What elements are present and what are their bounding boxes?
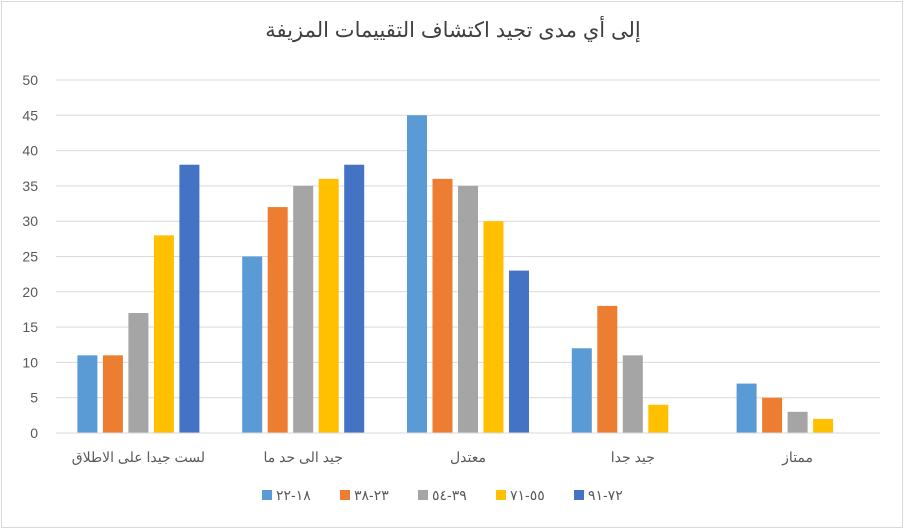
x-axis-categories: لست جيدا على الاطلاق جيد الى حد ما معتدل جي… (72, 449, 813, 466)
bar (242, 256, 263, 433)
y-tick-label: 50 (22, 72, 38, 88)
legend-swatch (340, 490, 350, 500)
y-tick-label: 40 (22, 143, 38, 159)
bar (77, 355, 98, 433)
y-tick-label: 0 (30, 425, 38, 441)
y-tick-label: 35 (22, 178, 38, 194)
bar (344, 164, 365, 433)
y-tick-label: 5 (30, 390, 38, 406)
y-tick-label: 30 (22, 213, 38, 229)
legend-label: ١٨-٢٢ (276, 487, 311, 503)
bar (179, 164, 200, 433)
bar (622, 355, 643, 433)
bar (432, 178, 453, 433)
legend-swatch (574, 490, 584, 500)
bar (736, 383, 757, 433)
chart-title: إلى أي مدى تجيد اكتشاف التقييمات المزيفة (265, 19, 641, 42)
bar (571, 348, 592, 433)
bar (597, 305, 618, 433)
bar (128, 312, 149, 433)
bar (648, 404, 669, 433)
legend-label: ٧٢-٩١ (588, 487, 623, 503)
y-axis-ticks: 0 5 10 15 20 25 30 35 40 45 50 (22, 72, 38, 441)
bar (318, 178, 339, 433)
legend-swatch (262, 490, 272, 500)
legend-label: ٢٣-٣٨ (354, 487, 389, 503)
bar (509, 270, 529, 433)
y-tick-label: 25 (22, 249, 38, 265)
bar (293, 185, 314, 433)
y-tick-label: 15 (22, 319, 38, 335)
bar (153, 235, 174, 433)
bar (762, 397, 783, 433)
bar (407, 115, 427, 434)
bar (787, 411, 808, 433)
y-tick-label: 45 (22, 107, 38, 123)
legend-swatch (418, 490, 428, 500)
legend: ١٨-٢٢ ٢٣-٣٨ ٣٩-٥٤ ٥٥-٧١ ٧٢-٩١ (262, 487, 623, 503)
bar (267, 207, 288, 433)
x-category-label: جيد الى حد ما (263, 449, 343, 465)
legend-swatch (496, 490, 506, 500)
legend-label: ٣٩-٥٤ (432, 487, 467, 503)
x-category-label: معتدل (450, 449, 486, 465)
legend-label: ٥٥-٧١ (510, 487, 545, 503)
bar (813, 418, 834, 433)
bar (483, 221, 504, 433)
bar (102, 355, 123, 433)
x-category-label: ممتاز (781, 449, 813, 466)
x-category-label: لست جيدا على الاطلاق (72, 449, 205, 466)
y-tick-label: 20 (22, 284, 38, 300)
y-tick-label: 10 (22, 354, 38, 370)
bar (458, 185, 478, 433)
bars (77, 115, 834, 434)
x-category-label: جيد جدا (611, 449, 655, 465)
